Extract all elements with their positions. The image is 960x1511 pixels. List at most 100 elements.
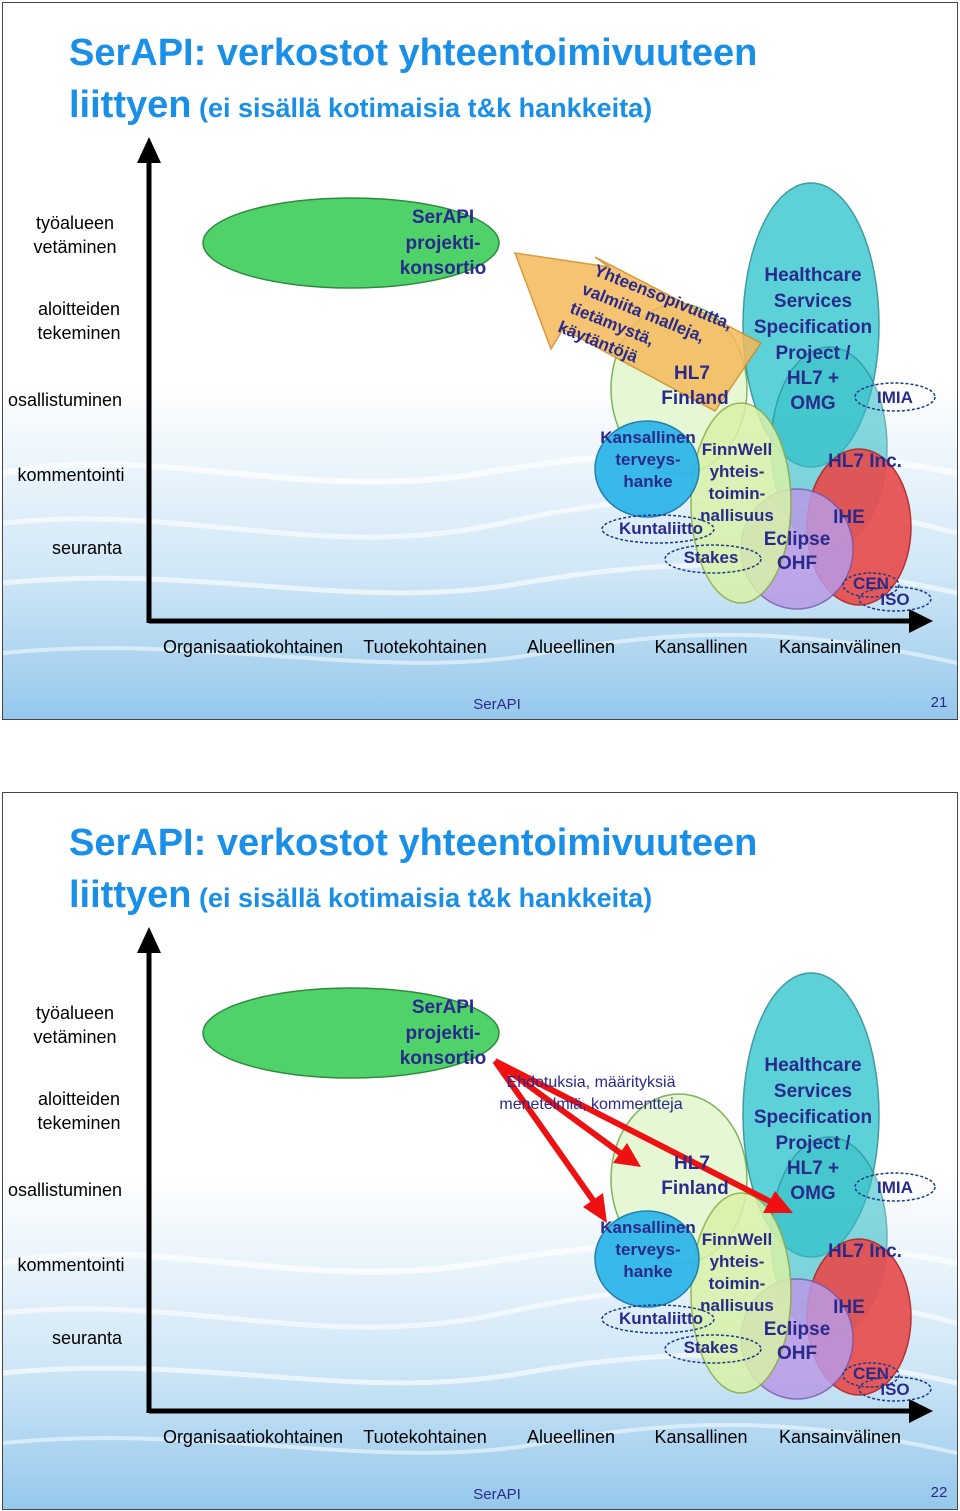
healthcare-label-5: HL7 + — [787, 368, 839, 389]
imia-outline — [854, 1172, 936, 1202]
ohf-label: OHF — [777, 1343, 817, 1364]
y-label-tyoalueen: työalueen — [36, 213, 114, 233]
x-label-alueellinen: Alueellinen — [527, 637, 615, 657]
y-label-seuranta: seuranta — [52, 538, 123, 558]
kuntaliitto-outline — [601, 514, 715, 544]
page-number: 21 — [931, 694, 948, 711]
serapi-label-3: konsortio — [400, 1048, 487, 1069]
kansallinen-label-3: hanke — [623, 472, 672, 491]
x-label-kansainvalinen: Kansainvälinen — [779, 637, 901, 657]
hl7-inc-label: HL7 Inc. — [828, 1241, 902, 1262]
network-diagram: työalueen vetäminen aloitteiden tekemine… — [3, 927, 957, 1509]
iso-outline — [858, 1376, 932, 1402]
footer-label: SerAPI — [473, 1486, 521, 1503]
finnwell-label-1: FinnWell — [702, 440, 773, 459]
serapi-label-1: SerAPI — [412, 207, 474, 228]
x-label-kansallinen: Kansallinen — [654, 637, 747, 657]
title-line-2: liittyen (ei sisällä kotimaisia t&k hank… — [69, 869, 929, 924]
ihe-label: IHE — [833, 1297, 865, 1318]
stakes-label: Stakes — [684, 1338, 739, 1357]
title-line-2-sub: (ei sisällä kotimaisia t&k hankkeita) — [191, 883, 653, 913]
slide-21: SerAPI: verkostot yhteentoimivuuteen lii… — [2, 2, 958, 720]
kansallinen-label-2: terveys- — [615, 1240, 680, 1259]
hl7-finland-label-2: Finland — [661, 1178, 729, 1199]
ohf-label: OHF — [777, 553, 817, 574]
x-label-organisaatiokohtainen: Organisaatiokohtainen — [163, 1427, 343, 1447]
imia-label: IMIA — [877, 388, 913, 407]
kuntaliitto-label: Kuntaliitto — [619, 519, 703, 538]
iso-label: ISO — [880, 590, 909, 609]
network-diagram: työalueen vetäminen aloitteiden tekemine… — [3, 137, 957, 719]
stakes-outline — [664, 544, 762, 574]
arrow-to-healthcare-head — [763, 1191, 793, 1213]
title-line-2-main: liittyen — [69, 84, 192, 126]
kansallinen-bubble — [594, 420, 700, 518]
eclipse-label: Eclipse — [764, 1319, 831, 1340]
healthcare-label-4: Project / — [776, 1133, 852, 1154]
arrow-to-kansallinen-head — [583, 1193, 607, 1223]
stakes-label: Stakes — [684, 548, 739, 567]
hl7-finland-label-2: Finland — [661, 388, 729, 409]
y-label-aloitteiden: aloitteiden — [38, 299, 120, 319]
arrow-to-hl7-finland-head — [613, 1143, 641, 1167]
slide-title: SerAPI: verkostot yhteentoimivuuteen lii… — [69, 817, 929, 924]
red-arrows — [492, 1058, 793, 1223]
healthcare-label-4: Project / — [776, 343, 852, 364]
arrow-to-kansallinen — [492, 1059, 598, 1205]
slide-title: SerAPI: verkostot yhteentoimivuuteen lii… — [69, 27, 929, 134]
finnwell-label-2: yhteis- — [710, 462, 765, 481]
y-label-tekeminen: tekeminen — [37, 1113, 120, 1133]
healthcare-label-1: Healthcare — [764, 265, 861, 286]
arrow-label-2: menetelmiä, kommentteja — [499, 1096, 682, 1113]
y-label-seuranta: seuranta — [52, 1328, 123, 1348]
kansallinen-label-1: Kansallinen — [600, 1218, 695, 1237]
serapi-bubble — [202, 197, 500, 289]
finnwell-label-2: yhteis- — [710, 1252, 765, 1271]
y-axis-arrowhead — [137, 927, 161, 953]
finnwell-bubble — [690, 402, 792, 604]
finnwell-label-3: toimin- — [709, 1274, 766, 1293]
callout-arrow — [513, 252, 763, 412]
kansallinen-label-3: hanke — [623, 1262, 672, 1281]
imia-label: IMIA — [877, 1178, 913, 1197]
x-axis-arrowhead — [909, 609, 933, 633]
y-label-kommentointi: kommentointi — [17, 465, 124, 485]
y-label-aloitteiden: aloitteiden — [38, 1089, 120, 1109]
finnwell-label-3: toimin- — [709, 484, 766, 503]
kuntaliitto-label: Kuntaliitto — [619, 1309, 703, 1328]
cen-label: CEN — [853, 1364, 889, 1383]
eclipse-label: Eclipse — [764, 529, 831, 550]
footer-label: SerAPI — [473, 696, 521, 713]
title-line-1: SerAPI: verkostot yhteentoimivuuteen — [69, 822, 758, 864]
x-label-organisaatiokohtainen: Organisaatiokohtainen — [163, 637, 343, 657]
healthcare-label-6: OMG — [790, 1183, 835, 1204]
healthcare-label-3: Specification — [754, 1107, 872, 1128]
y-label-tyoalueen: työalueen — [36, 1003, 114, 1023]
kansallinen-label-2: terveys- — [615, 450, 680, 469]
y-axis-arrowhead — [137, 137, 161, 163]
healthcare-label-2: Services — [774, 1081, 852, 1102]
y-label-osallistuminen: osallistuminen — [8, 390, 122, 410]
finnwell-label-4: nallisuus — [700, 506, 774, 525]
title-line-1: SerAPI: verkostot yhteentoimivuuteen — [69, 32, 758, 74]
kuntaliitto-outline — [601, 1304, 715, 1334]
arrow-label-1: Ehdotuksia, määrityksiä — [507, 1074, 676, 1091]
hl7-inc-label: HL7 Inc. — [828, 451, 902, 472]
ihe-label: IHE — [833, 507, 865, 528]
title-line-2: liittyen (ei sisällä kotimaisia t&k hank… — [69, 79, 929, 134]
x-label-kansallinen: Kansallinen — [654, 1427, 747, 1447]
title-line-2-sub: (ei sisällä kotimaisia t&k hankkeita) — [191, 93, 653, 123]
y-label-vetaminen: vetäminen — [33, 1027, 116, 1047]
serapi-bubble — [202, 987, 500, 1079]
cen-outline — [842, 572, 900, 598]
y-label-vetaminen: vetäminen — [33, 237, 116, 257]
x-label-tuotekohtainen: Tuotekohtainen — [363, 1427, 486, 1447]
healthcare-label-2: Services — [774, 291, 852, 312]
title-line-2-main: liittyen — [69, 874, 192, 916]
iso-label: ISO — [880, 1380, 909, 1399]
healthcare-label-1: Healthcare — [764, 1055, 861, 1076]
x-axis-arrowhead — [909, 1399, 933, 1423]
x-label-tuotekohtainen: Tuotekohtainen — [363, 637, 486, 657]
arrow-to-hl7-finland — [493, 1058, 625, 1158]
finnwell-label-1: FinnWell — [702, 1230, 773, 1249]
